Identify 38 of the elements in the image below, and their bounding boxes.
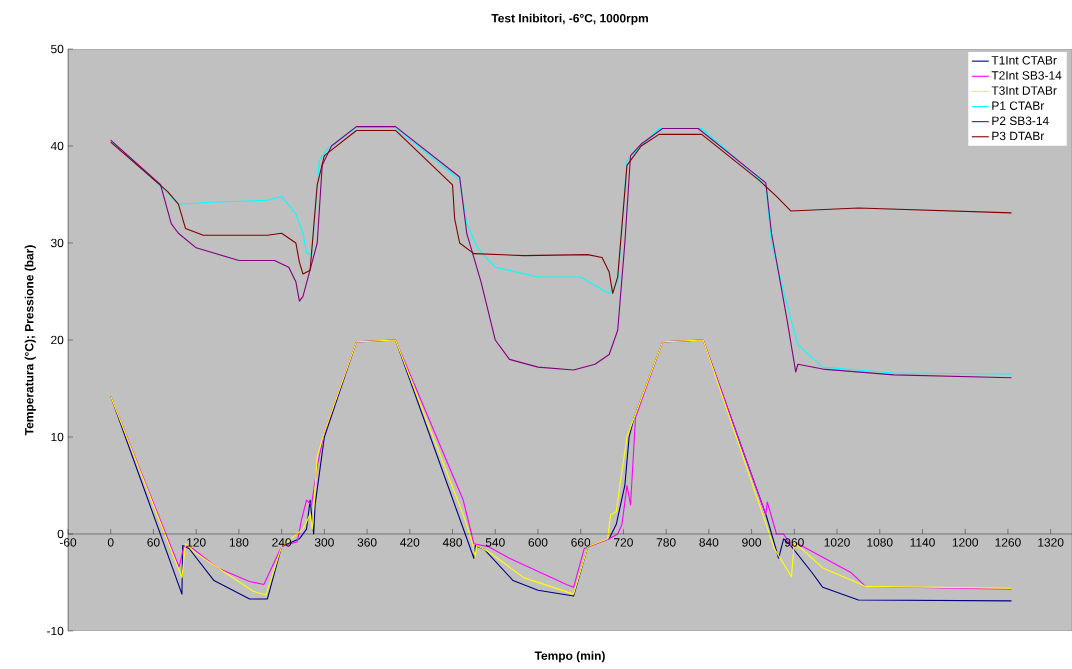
y-tick-label: 40 [50,141,64,151]
x-tick-label: 1080 [867,538,893,547]
x-tick-label: 0 [107,538,114,547]
y-tick-label: 20 [51,335,64,345]
x-tick-label: 780 [656,538,676,547]
x-tick-label: 660 [571,538,591,547]
y-tick-label: -10 [47,626,64,636]
x-tick-label: 480 [442,538,463,547]
x-axis-title: Tempo (min) [534,651,605,663]
y-tick-label: 50 [51,44,64,54]
y-tick-label: 30 [50,238,64,248]
legend-label: T2Int SB3-14 [991,71,1062,80]
x-tick-label: 1200 [952,538,979,547]
x-tick-label: 1140 [910,538,935,547]
legend-label: P3 DTABr [992,131,1045,141]
x-tick-label: 600 [528,538,548,547]
legend-label: P1 CTABr [992,101,1045,110]
x-tick-label: 1020 [824,538,850,547]
x-tick-label: -60 [59,538,77,547]
x-tick-label: 540 [485,538,505,547]
y-tick-label: 10 [51,432,64,442]
y-axis-title: Temperatura (°C); Pressione (bar) [24,245,36,436]
legend-label: T3Int DTABr [991,86,1057,95]
x-tick-label: 1320 [1038,538,1064,547]
x-tick-label: 420 [400,538,420,547]
x-tick-label: 900 [742,538,762,547]
x-tick-label: 1260 [995,538,1021,547]
x-tick-label: 360 [357,538,377,547]
x-tick-label: 720 [614,538,633,547]
legend-label: T1Int CTABr [991,56,1057,65]
x-tick-label: 180 [229,538,249,547]
x-tick-label: 60 [147,538,160,547]
x-tick-label: 120 [187,538,206,547]
x-tick-label: 840 [699,538,719,547]
chart-title: Test Inibitori, -6°C, 1000rpm [491,13,648,25]
y-tick-label: 0 [57,529,64,539]
legend-label: P2 SB3-14 [992,116,1049,126]
x-tick-label: 300 [314,538,334,547]
